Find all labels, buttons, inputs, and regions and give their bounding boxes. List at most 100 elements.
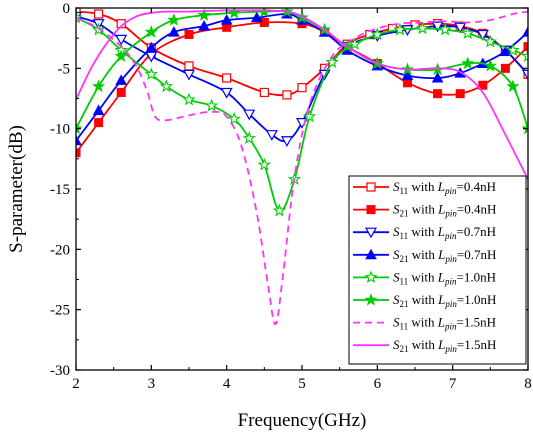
data-point (370, 27, 385, 41)
data-point (220, 14, 233, 25)
data-point (364, 293, 378, 306)
data-point (522, 26, 528, 37)
y-tick-label: -30 (50, 363, 70, 379)
x-tick-label: 6 (374, 376, 382, 392)
legend-entry: S11 with Lpin=1.5nH (353, 315, 496, 332)
data-point (204, 98, 219, 112)
data-point (523, 42, 528, 52)
data-point (297, 83, 307, 93)
data-point (197, 8, 211, 21)
data-point (431, 71, 444, 83)
y-tick-label: -25 (50, 303, 70, 319)
y-tick-label: 0 (63, 1, 71, 17)
data-point (415, 21, 430, 35)
data-point (478, 80, 488, 90)
legend-entry: S11 with Lpin=0.4nH (353, 179, 496, 196)
data-point (93, 9, 104, 19)
data-point (76, 8, 81, 17)
legend-entry: S21 with Lpin=1.0nH (353, 292, 496, 309)
data-point (76, 10, 83, 24)
x-tick-label: 7 (449, 376, 457, 392)
y-axis-title: S-parameter(dB) (6, 125, 27, 253)
data-point (92, 104, 105, 116)
data-point (243, 109, 256, 121)
data-point (348, 37, 362, 50)
data-point (257, 157, 272, 171)
data-point (365, 248, 377, 260)
data-point (461, 26, 475, 40)
data-point (483, 58, 498, 72)
y-tick-label: -15 (50, 182, 70, 198)
data-point (76, 148, 81, 158)
y-tick-label: -10 (50, 122, 70, 138)
data-point (438, 22, 452, 36)
data-point (282, 90, 292, 100)
data-point (366, 182, 376, 192)
data-point (476, 29, 489, 41)
data-point (272, 203, 287, 217)
data-point (506, 43, 520, 56)
data-point (168, 26, 180, 37)
data-point (521, 49, 528, 62)
data-point (280, 136, 293, 147)
data-point (94, 118, 104, 128)
x-tick-label: 3 (148, 376, 156, 392)
data-point (455, 89, 465, 99)
legend-entry: S21 with Lpin=0.7nH (353, 247, 496, 264)
series-line (76, 9, 528, 180)
data-point (198, 20, 210, 31)
series-7 (76, 10, 528, 326)
data-point (265, 130, 278, 141)
data-point (364, 270, 378, 284)
data-point (259, 87, 269, 98)
data-point (115, 74, 128, 85)
legend-entry: S11 with Lpin=0.7nH (353, 224, 496, 241)
legend: S11 with Lpin=0.4nH S21 with Lpin=0.4nH S1… (348, 175, 527, 365)
data-point (401, 69, 414, 81)
data-point (115, 34, 128, 46)
legend-label: S11 with Lpin=0.7nH (393, 224, 496, 241)
data-point (431, 21, 444, 33)
legend-entry: S21 with Lpin=1.5nH (353, 337, 496, 354)
x-tick-label: 8 (524, 376, 532, 392)
series-8 (76, 9, 528, 180)
data-point (500, 63, 510, 73)
data-point (220, 87, 233, 99)
legend-label: S21 with Lpin=0.4nH (393, 202, 496, 219)
data-point (259, 17, 269, 27)
data-point (222, 73, 232, 83)
data-point (302, 109, 317, 123)
x-tick-label: 2 (72, 376, 80, 392)
data-point (433, 89, 443, 99)
data-point (184, 30, 194, 40)
data-point (116, 87, 126, 97)
data-point (454, 22, 467, 34)
legend-label: S21 with Lpin=1.5nH (393, 337, 496, 354)
legend-label: S11 with Lpin=1.0nH (393, 269, 496, 286)
data-point (114, 49, 128, 62)
legend-label: S21 with Lpin=0.7nH (393, 247, 496, 264)
data-point (521, 69, 528, 81)
data-point (159, 79, 174, 93)
legend-box (348, 175, 527, 365)
x-tick-label: 5 (298, 376, 306, 392)
legend-label: S11 with Lpin=1.5nH (393, 315, 496, 332)
y-tick-label: -20 (50, 242, 70, 258)
data-point (499, 45, 512, 56)
data-point (250, 11, 263, 23)
series-line (76, 10, 528, 326)
data-point (144, 67, 159, 81)
data-point (242, 131, 257, 145)
x-axis-title: Frequency(GHz) (238, 410, 367, 431)
data-point (364, 227, 378, 239)
legend-label: S21 with Lpin=1.0nH (393, 292, 496, 309)
data-point (506, 79, 520, 93)
data-point (145, 41, 158, 53)
data-point (366, 205, 376, 215)
x-tick-label: 4 (223, 376, 231, 392)
series-layer (76, 8, 528, 326)
data-point (182, 69, 196, 81)
data-point (167, 13, 181, 26)
data-point (393, 22, 407, 36)
